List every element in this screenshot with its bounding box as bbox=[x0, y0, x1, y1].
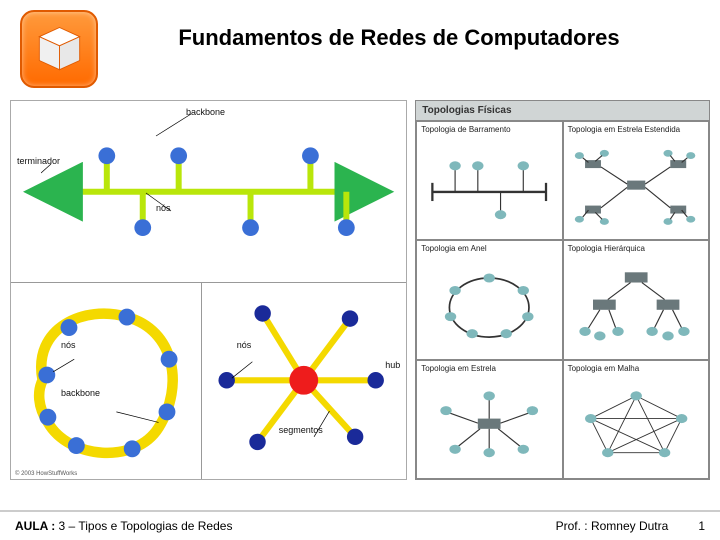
cell-ring: Topologia em Anel bbox=[416, 240, 562, 359]
footer-right: Prof. : Romney Dutra 1 bbox=[556, 519, 705, 533]
star-segments-label: segmentos bbox=[279, 425, 323, 435]
aula-label: AULA : bbox=[15, 519, 55, 533]
cell-title: Topologia em Anel bbox=[421, 245, 557, 254]
star-hub-label: hub bbox=[385, 360, 400, 370]
left-diagrams: terminador backbone nós nós backbone © 2… bbox=[10, 100, 407, 480]
cell-title: Topologia em Estrela bbox=[421, 365, 557, 374]
ring-topology-diagram bbox=[11, 282, 201, 479]
cell-ext-star: Topologia em Estrela Estendida bbox=[563, 121, 709, 240]
star-topology-diagram bbox=[201, 282, 407, 479]
right-panel: Topologias Físicas Topologia de Barramen… bbox=[415, 100, 710, 480]
page-number: 1 bbox=[698, 519, 705, 533]
cell-title: Topologia em Estrela Estendida bbox=[568, 126, 704, 135]
page-title: Fundamentos de Redes de Computadores bbox=[98, 10, 700, 51]
prof-label: Prof. : Romney Dutra bbox=[556, 519, 669, 533]
ring-nodes-label: nós bbox=[61, 340, 76, 350]
mini-bus-diagram bbox=[421, 137, 557, 236]
footer: AULA : 3 – Tipos e Topologias de Redes P… bbox=[0, 510, 720, 540]
ring-backbone-label: backbone bbox=[61, 388, 100, 398]
cell-title: Topologia em Malha bbox=[568, 365, 704, 374]
mini-mesh-diagram bbox=[568, 375, 704, 474]
cell-hier: Topologia Hierárquica bbox=[563, 240, 709, 359]
header: Fundamentos de Redes de Computadores bbox=[0, 0, 720, 98]
cell-title: Topologia Hierárquica bbox=[568, 245, 704, 254]
right-panel-header: Topologias Físicas bbox=[416, 101, 709, 121]
mini-hier-diagram bbox=[568, 256, 704, 355]
cell-mesh: Topologia em Malha bbox=[563, 360, 709, 479]
cell-title: Topologia de Barramento bbox=[421, 126, 557, 135]
bus-nodes-pointer bbox=[141, 191, 191, 216]
bus-term-pointer bbox=[41, 161, 71, 181]
copyright-label: © 2003 HowStuffWorks bbox=[15, 471, 77, 477]
mini-star-diagram bbox=[421, 375, 557, 474]
star-nodes-label: nós bbox=[237, 340, 252, 350]
mini-ring-diagram bbox=[421, 256, 557, 355]
footer-aula: AULA : 3 – Tipos e Topologias de Redes bbox=[15, 519, 232, 533]
cell-bus: Topologia de Barramento bbox=[416, 121, 562, 240]
logo-icon bbox=[20, 10, 98, 88]
mini-ext-star-diagram bbox=[568, 137, 704, 236]
bus-backbone-pointer bbox=[151, 111, 211, 141]
cell-star: Topologia em Estrela bbox=[416, 360, 562, 479]
aula-text: 3 – Tipos e Topologias de Redes bbox=[55, 519, 232, 533]
content-area: terminador backbone nós nós backbone © 2… bbox=[10, 100, 710, 480]
topology-grid: Topologia de Barramento Topologia em Est… bbox=[416, 121, 709, 479]
